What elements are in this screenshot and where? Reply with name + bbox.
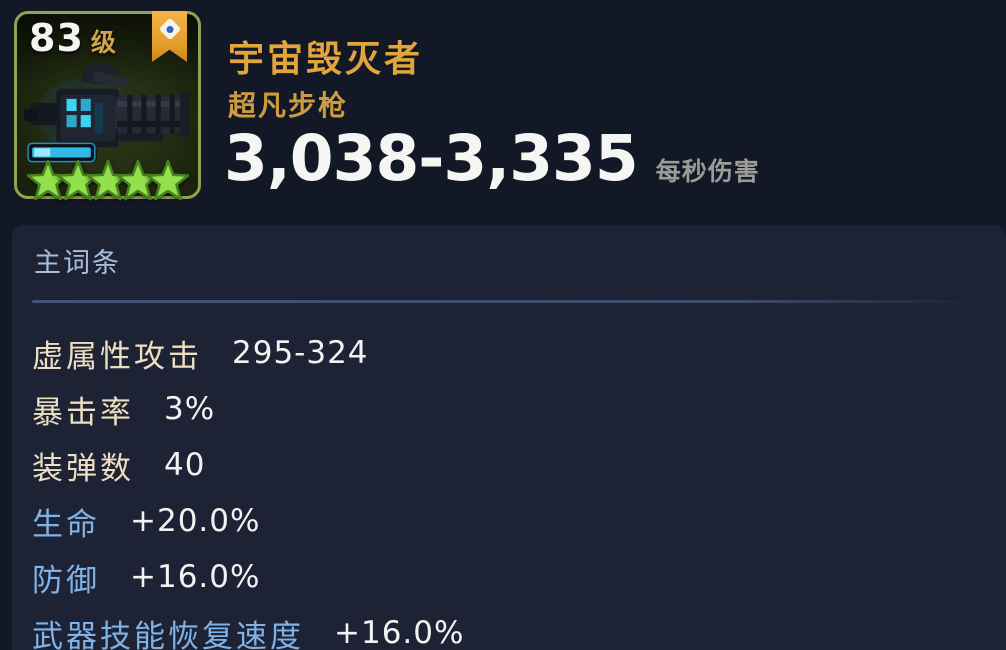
stat-row: 武器技能恢复速度 +16.0% [32,605,986,650]
stat-row: 暴击率 3% [32,381,986,437]
stat-row: 生命 +20.0% [32,493,986,549]
stat-value: +16.0% [130,559,261,595]
item-icon-card[interactable]: 83 级 [14,11,201,202]
stat-label: 武器技能恢复速度 [32,618,304,650]
stat-value: 295-324 [232,335,369,371]
stat-label: 暴击率 [32,394,134,431]
stat-label: 防御 [32,562,100,599]
dps-row: 3,038-3,335 每秒伤害 [224,122,760,195]
stat-value: +20.0% [130,503,261,539]
dps-value: 3,038-3,335 [224,122,639,195]
star-icon [146,160,189,201]
item-name: 宇宙毁灭者 [228,39,424,80]
stat-value: 40 [164,447,206,483]
stat-label: 装弹数 [32,450,134,487]
main-affix-panel: 主词条 虚属性攻击 295-324 暴击率 3% 装弹数 40 生命 +20.0… [12,225,1006,650]
bookmark-dot [166,26,173,33]
stat-list: 虚属性攻击 295-324 暴击率 3% 装弹数 40 生命 +20.0% 防御… [32,325,986,650]
item-level-badge: 83 级 [29,16,116,60]
stat-row: 虚属性攻击 295-324 [32,325,986,381]
section-title: 主词条 [34,248,121,279]
stat-value: +16.0% [334,615,465,650]
stat-value: 3% [164,391,216,427]
star-rating [17,160,198,202]
section-divider [32,300,976,303]
stat-label: 生命 [32,506,100,543]
minigun-weapon-icon [22,50,194,176]
dps-label: 每秒伤害 [655,157,760,186]
stat-row: 防御 +16.0% [32,549,986,605]
item-type: 超凡步枪 [228,89,349,122]
item-level: 83 [29,16,84,60]
stat-label: 虚属性攻击 [32,338,202,375]
item-level-unit: 级 [90,28,116,57]
stat-row: 装弹数 40 [32,437,986,493]
